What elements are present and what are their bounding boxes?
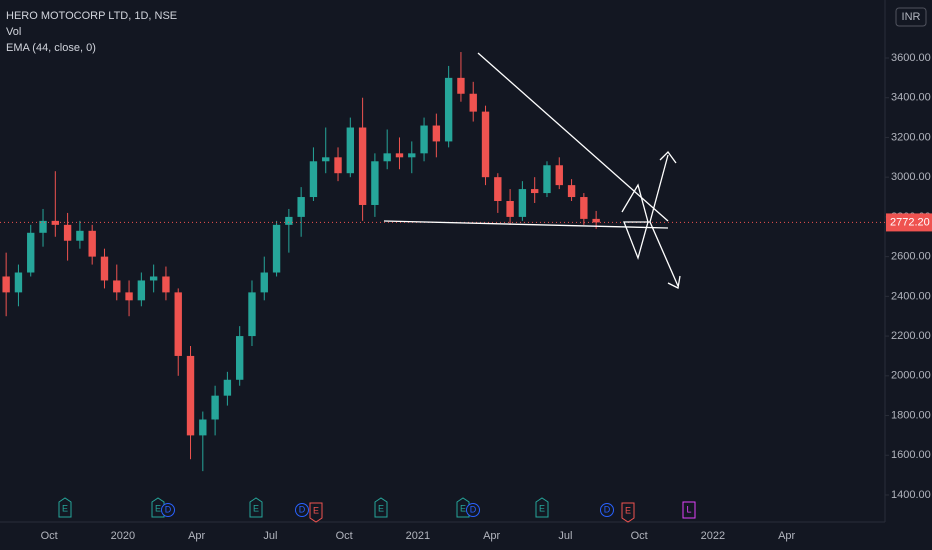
- candle-body: [149, 276, 158, 281]
- candle-body: [211, 395, 219, 420]
- candle-body: [14, 272, 23, 293]
- x-tick-label: 2021: [406, 530, 430, 542]
- event-label[interactable]: D: [604, 504, 611, 514]
- x-tick-label: 2020: [111, 530, 135, 542]
- last-price-box: [886, 213, 932, 232]
- event-label[interactable]: E: [155, 503, 161, 513]
- x-tick-label: Apr: [188, 530, 205, 542]
- candle-body: [125, 292, 133, 301]
- candle-body: [51, 220, 59, 225]
- candle-body: [297, 197, 305, 217]
- y-tick-label: 3000.00: [891, 171, 931, 183]
- candle-body: [420, 125, 428, 154]
- candle-body: [236, 336, 244, 380]
- candle-body: [199, 419, 207, 436]
- chart-title: HERO MOTOCORP LTD, 1D, NSE: [6, 10, 177, 22]
- indicator-label: EMA (44, close, 0): [6, 42, 96, 54]
- y-tick-label: 1800.00: [891, 409, 931, 421]
- candle-body: [322, 157, 330, 162]
- y-tick-label: 3600.00: [891, 52, 931, 64]
- candle-body: [469, 93, 477, 112]
- event-label[interactable]: D: [470, 504, 477, 514]
- candle-body: [543, 165, 551, 194]
- event-label[interactable]: E: [460, 503, 466, 513]
- candle-body: [457, 77, 465, 94]
- candle-body: [309, 161, 318, 198]
- candle-body: [358, 127, 367, 205]
- candle-body: [444, 77, 453, 142]
- y-tick-label: 3400.00: [891, 92, 931, 104]
- candle-body: [432, 125, 441, 142]
- candle-body: [174, 292, 182, 356]
- candle-body: [506, 201, 514, 217]
- candle-body: [260, 272, 268, 293]
- candle-body: [371, 161, 379, 205]
- candle-body: [248, 292, 256, 337]
- candle-body: [223, 379, 232, 396]
- candle-body: [100, 256, 109, 281]
- x-tick-label: Apr: [483, 530, 500, 542]
- event-label[interactable]: D: [299, 504, 306, 514]
- events: E E D E D E E E D E D E L: [58, 497, 696, 523]
- event-label[interactable]: E: [253, 503, 259, 513]
- x-tick-label: Oct: [336, 530, 353, 542]
- candle-body: [494, 177, 502, 202]
- candle-body: [592, 218, 600, 223]
- y-tick-label: 2200.00: [891, 330, 931, 342]
- event-label[interactable]: E: [313, 505, 319, 515]
- y-tick-label: 1400.00: [891, 489, 931, 501]
- indicator-label: Vol: [6, 26, 21, 38]
- x-tick-label: Oct: [41, 530, 58, 542]
- candle-body: [346, 127, 354, 174]
- candle-body: [334, 157, 342, 174]
- event-label[interactable]: E: [62, 503, 68, 513]
- candle-body: [567, 185, 576, 198]
- candle-body: [76, 230, 84, 241]
- candle-body: [408, 153, 416, 158]
- x-tick-label: Jul: [558, 530, 572, 542]
- candle-body: [481, 111, 490, 178]
- event-label[interactable]: D: [165, 504, 172, 514]
- event-label[interactable]: E: [378, 503, 384, 513]
- event-label[interactable]: E: [539, 503, 545, 513]
- y-tick-label: 3200.00: [891, 131, 931, 143]
- currency-label: INR: [902, 11, 921, 23]
- candle-body: [580, 197, 588, 219]
- y-tick-label: 1600.00: [891, 449, 931, 461]
- candle-body: [113, 280, 121, 293]
- x-tick-label: Jul: [263, 530, 277, 542]
- y-tick-label: 2000.00: [891, 370, 931, 382]
- candle-body: [383, 153, 391, 162]
- event-label[interactable]: L: [686, 504, 691, 514]
- candle-body: [137, 280, 146, 301]
- candle-body: [88, 230, 96, 257]
- candle-body: [518, 189, 527, 217]
- last-price-label: 2772.20: [890, 216, 930, 228]
- currency-badge[interactable]: [895, 7, 927, 27]
- x-tick-label: Apr: [778, 530, 795, 542]
- candle-body: [162, 276, 170, 293]
- x-tick-label: 2022: [701, 530, 725, 542]
- y-tick-label: 2600.00: [891, 251, 931, 263]
- candle-body: [27, 232, 35, 273]
- candle-body: [531, 189, 539, 194]
- candle-body: [555, 165, 563, 186]
- candle-body: [395, 153, 404, 158]
- candle-body: [2, 276, 10, 293]
- drawings: [383, 52, 681, 289]
- y-tick-label: 2400.00: [891, 290, 931, 302]
- candle-body: [272, 224, 281, 273]
- candle-body: [63, 224, 72, 241]
- candle-body: [39, 220, 47, 233]
- candle-body: [285, 216, 293, 225]
- event-label[interactable]: E: [625, 505, 631, 515]
- x-tick-label: Oct: [631, 530, 648, 542]
- candle-body: [186, 355, 195, 436]
